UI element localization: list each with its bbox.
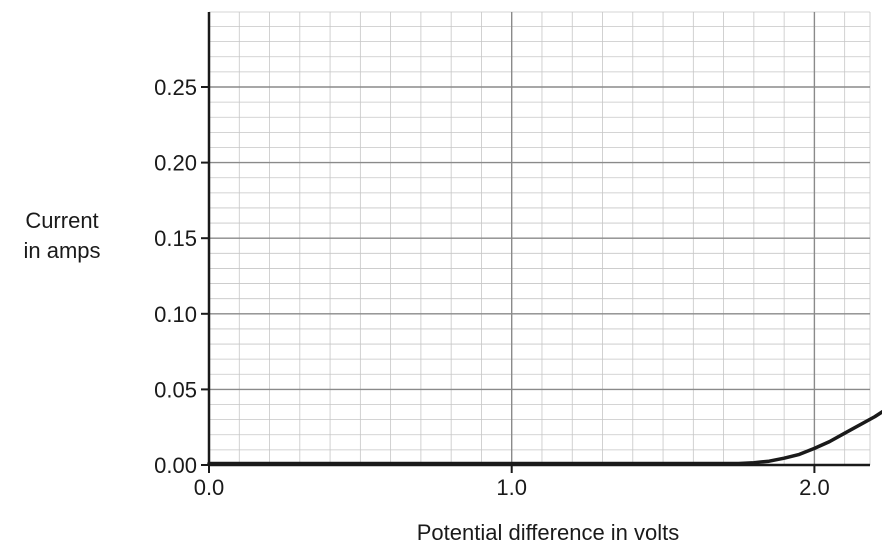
x-axis-title: Potential difference in volts <box>417 520 680 545</box>
y-axis-title-line-1: Current <box>25 208 98 233</box>
x-tick-label: 2.0 <box>799 475 830 500</box>
series-layer <box>207 409 882 466</box>
y-tick-label: 0.00 <box>154 453 197 478</box>
y-axis-title-line-2: in amps <box>23 238 100 263</box>
x-tick-label: 0.0 <box>194 475 225 500</box>
y-tick-label: 0.05 <box>154 377 197 402</box>
y-tick-label: 0.15 <box>154 226 197 251</box>
x-tick-label: 1.0 <box>496 475 527 500</box>
x-tick-labels: 0.01.02.03.04.0 <box>194 475 830 500</box>
y-tick-labels: 0.00 0.05 0.10 0.15 0.20 0.25 <box>154 75 197 478</box>
series-line <box>207 409 882 466</box>
y-tick-label: 0.25 <box>154 75 197 100</box>
axes <box>201 12 870 473</box>
grid-major <box>208 12 870 466</box>
y-tick-label: 0.10 <box>154 302 197 327</box>
y-tick-label: 0.20 <box>154 151 197 176</box>
